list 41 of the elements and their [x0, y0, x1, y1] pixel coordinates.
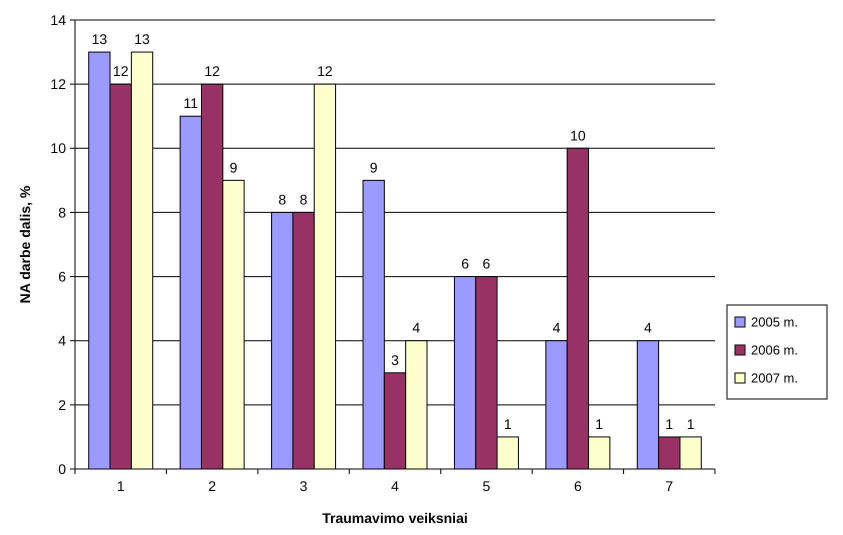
x-tick-label: 7 — [665, 478, 674, 494]
data-label: 8 — [278, 191, 286, 208]
x-tick-label: 5 — [482, 478, 491, 494]
legend-label: 2007 m. — [751, 370, 798, 386]
x-tick-label: 6 — [574, 478, 582, 494]
data-label: 9 — [230, 159, 238, 176]
data-label: 3 — [391, 352, 400, 368]
y-tick-label: 0 — [58, 460, 66, 477]
data-label: 12 — [204, 63, 220, 80]
x-tick-label: 3 — [300, 478, 308, 494]
data-label: 1 — [504, 416, 512, 432]
data-label: 6 — [482, 256, 491, 272]
data-label: 1 — [595, 416, 604, 432]
y-tick-label: 2 — [58, 396, 66, 413]
data-label: 9 — [370, 159, 378, 176]
data-label: 13 — [134, 31, 150, 48]
y-tick-label: 14 — [50, 12, 66, 28]
data-label: 12 — [112, 63, 129, 80]
data-label: 11 — [184, 95, 198, 112]
y-tick-label: 6 — [58, 268, 66, 284]
x-axis-title: Traumavimo veiksniai — [322, 510, 468, 526]
data-label: 1 — [665, 416, 674, 432]
data-label: 10 — [570, 127, 586, 144]
data-label: 4 — [412, 320, 420, 336]
data-label: 12 — [317, 63, 333, 80]
data-label: 8 — [300, 191, 308, 208]
data-label: 6 — [461, 256, 470, 272]
y-tick-label: 10 — [50, 140, 66, 156]
y-axis-title: NA darbe dalis, % — [17, 185, 33, 304]
x-tick-label: 4 — [391, 478, 400, 494]
data-label: 4 — [552, 320, 561, 336]
y-tick-label: 12 — [50, 76, 66, 92]
legend-label: 2005 m. — [751, 314, 798, 330]
x-tick-label: 1 — [116, 478, 125, 494]
data-label: 1 — [686, 416, 695, 432]
data-label: 4 — [644, 320, 652, 336]
legend-label: 2006 m. — [751, 342, 798, 358]
y-tick-label: 4 — [58, 332, 66, 349]
x-tick-label: 2 — [208, 478, 216, 494]
data-label: 13 — [92, 31, 108, 48]
y-tick-label: 8 — [58, 204, 66, 220]
